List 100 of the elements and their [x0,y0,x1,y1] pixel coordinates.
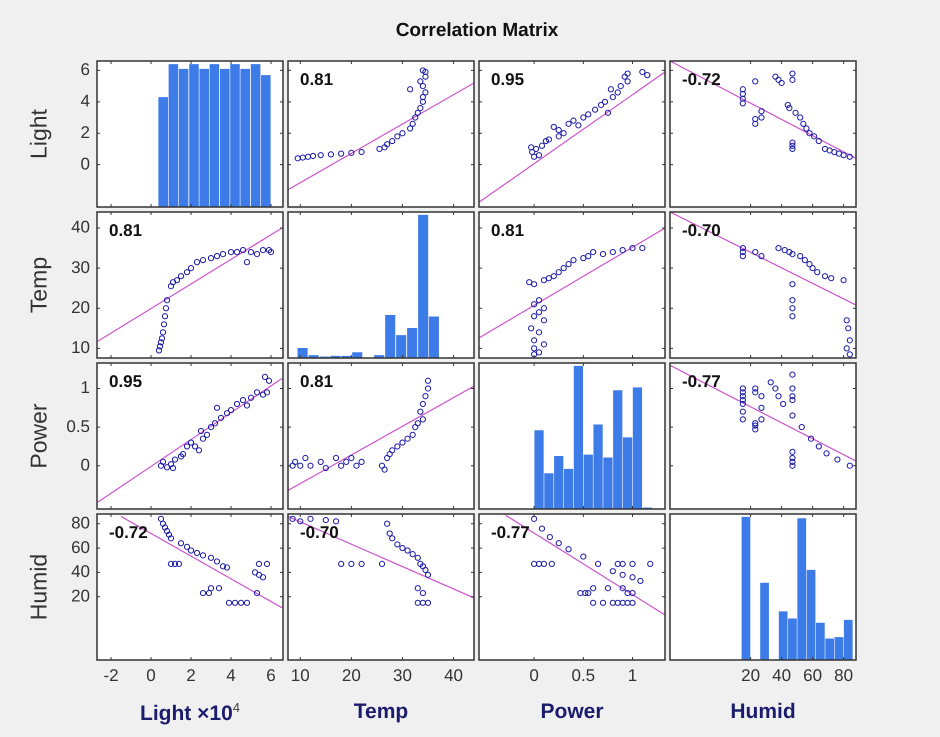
point [531,301,538,308]
point [540,305,548,312]
point [786,104,792,112]
point [196,447,202,454]
point [604,585,612,592]
point [822,146,828,152]
point [158,462,164,469]
point [580,114,586,121]
point [424,600,432,606]
point [160,520,166,527]
point [526,279,532,286]
point [376,146,383,152]
point [358,560,365,567]
point [789,142,796,149]
x-tick-label: 20 [342,666,361,685]
point [194,550,200,556]
point [789,305,796,312]
point [290,516,296,522]
point [834,456,840,463]
point [570,257,577,264]
point [420,416,426,422]
point [550,124,557,130]
point [548,560,555,567]
bar [742,516,750,660]
point [789,458,796,465]
point [740,400,746,408]
point [394,133,400,140]
point [614,89,621,96]
point [422,566,429,574]
point [752,422,758,429]
point [629,245,636,252]
point [540,277,548,284]
point [620,247,626,254]
point [407,125,414,132]
point [529,148,536,156]
point [180,451,186,458]
y-tick-label: 40 [71,562,90,582]
point [172,560,178,567]
point [540,317,548,324]
point [620,560,626,567]
point [386,530,393,537]
point [216,585,222,592]
point [166,532,172,538]
point [156,343,164,350]
point [789,146,796,152]
point [417,560,424,567]
point [752,426,758,433]
point [816,138,822,144]
point [836,150,842,157]
point [600,600,606,606]
point [531,154,538,160]
point [531,351,538,358]
y-tick-label: 6 [80,60,90,80]
point [752,385,758,392]
point [234,400,240,408]
y-tick-label: 1 [80,378,90,398]
point [844,317,850,324]
point [174,277,180,284]
point [399,439,406,446]
y-tick-label: 4 [80,92,90,111]
point [538,526,546,532]
point [577,590,584,596]
point [254,251,260,258]
point [789,297,796,304]
x-tick-label: 0.5 [571,666,596,685]
point [256,572,262,578]
point [322,464,329,472]
point [318,458,324,465]
point [789,70,796,77]
point [802,257,808,264]
point [752,120,758,127]
point [531,516,538,522]
point [536,329,542,336]
y-axis-title: Humid [26,554,52,620]
point [618,83,624,90]
point [414,554,421,561]
point [546,534,553,540]
x-axis-title: Light ×10$^{4}$ [140,700,240,726]
point [556,540,562,546]
point [550,273,557,280]
point [407,86,414,92]
point [629,574,636,580]
annotation: -0.77 [491,523,530,542]
point [162,524,168,530]
point [565,261,572,268]
point [338,150,344,157]
point [158,516,164,522]
point [542,138,550,144]
point [585,111,592,118]
point [226,600,232,606]
point [422,68,429,76]
point [162,313,168,320]
point [420,67,426,74]
point [565,546,572,552]
annotation: 0.81 [300,70,334,89]
point [417,78,424,85]
point [797,114,804,121]
point [590,585,596,592]
point [394,443,400,450]
point [338,560,344,567]
